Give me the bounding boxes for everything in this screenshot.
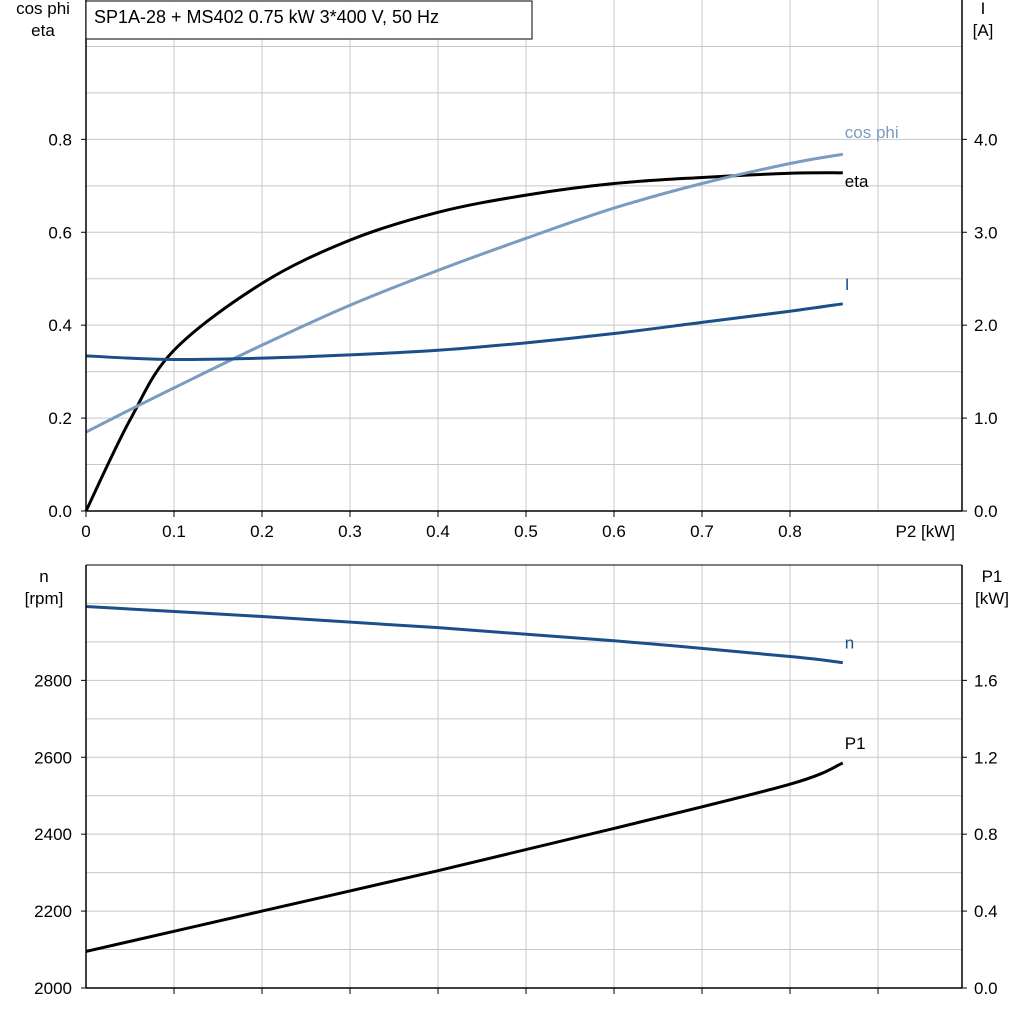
y-tick-label-left: 2200 [34,902,72,921]
y-tick-label-right: 1.2 [974,748,998,767]
y-tick-label-right: 1.6 [974,671,998,690]
y-tick-label-right: 1.0 [974,409,998,428]
series-label-cos-phi: cos phi [845,123,899,142]
y-tick-label-left: 2400 [34,825,72,844]
y-tick-label-right: 3.0 [974,223,998,242]
y-tick-label-left: 0.0 [48,502,72,521]
y-tick-label-right: 0.0 [974,979,998,998]
series-label-eta: eta [845,172,869,191]
x-tick-label: 0.1 [162,522,186,541]
y-tick-label-left: 0.4 [48,316,72,335]
y-tick-label-right: 4.0 [974,130,998,149]
series-line-eta [84,171,843,512]
x-tick-label: 0.5 [514,522,538,541]
y-tick-label-left: 0.2 [48,409,72,428]
x-tick-label: 0.2 [250,522,274,541]
y-tick-label-left: 0.8 [48,130,72,149]
y-axis-label-right: [A] [973,21,994,40]
chart-title: SP1A-28 + MS402 0.75 kW 3*400 V, 50 Hz [94,7,439,27]
y-tick-label-left: 0.6 [48,223,72,242]
series-line-I [85,302,844,362]
x-axis-label: P2 [kW] [895,522,955,541]
y-axis-label-left: eta [31,21,55,40]
title-box [85,0,533,40]
series-label-I: I [845,275,850,294]
y-tick-label-right: 0.4 [974,902,998,921]
series-label-P1: P1 [845,734,866,753]
y-axis-label-left: n [39,567,48,586]
y-tick-label-left: 2000 [34,979,72,998]
y-tick-label-left: 2600 [34,748,72,767]
series-line-n [85,605,843,665]
x-tick-label: 0 [81,522,90,541]
y-tick-label-left: 2800 [34,671,72,690]
y-axis-label-left: [rpm] [25,589,64,608]
y-tick-label-right: 0.8 [974,825,998,844]
x-tick-label: 0.7 [690,522,714,541]
series-line-P1 [85,761,844,953]
y-axis-label-right: [kW] [975,589,1009,608]
x-tick-label: 0.4 [426,522,450,541]
series-label-n: n [845,634,854,653]
y-axis-label-right: P1 [982,567,1003,586]
y-tick-label-right: 0.0 [974,502,998,521]
x-tick-label: 0.8 [778,522,802,541]
series-line-cos-phi [85,152,844,434]
x-tick-label: 0.3 [338,522,362,541]
y-tick-label-right: 2.0 [974,316,998,335]
y-axis-label-right: I [981,0,986,18]
y-axis-label-left: cos phi [16,0,70,18]
x-tick-label: 0.6 [602,522,626,541]
